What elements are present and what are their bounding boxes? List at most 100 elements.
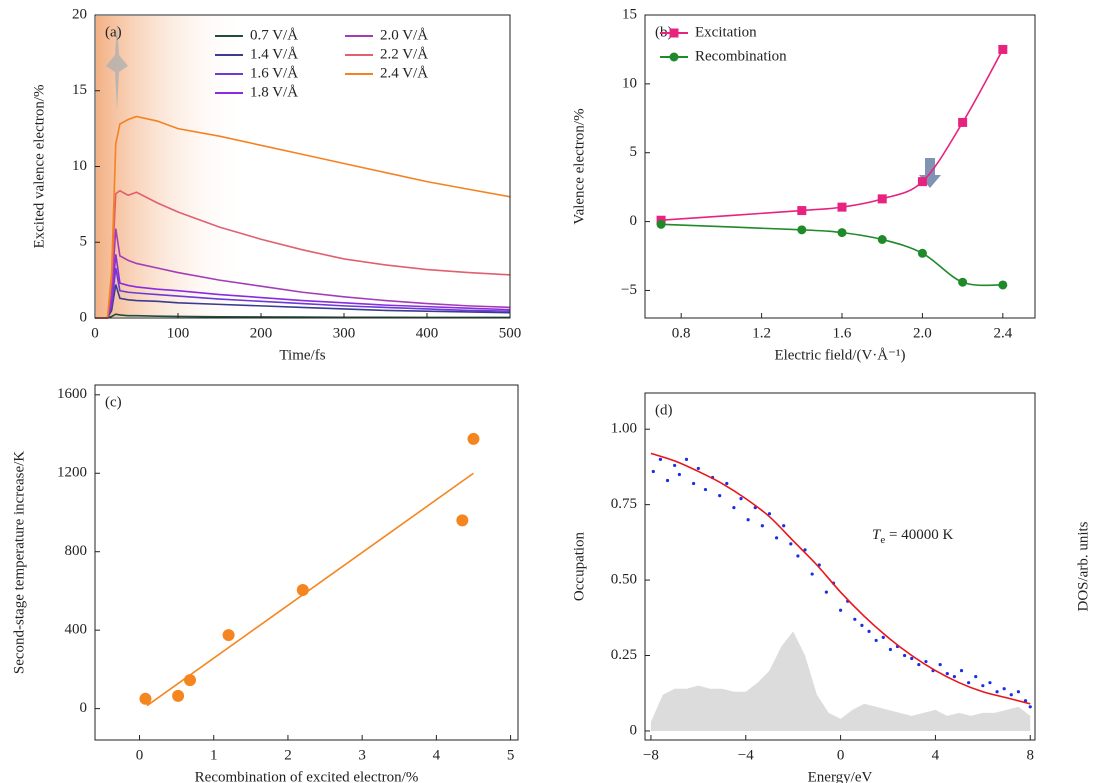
series-line bbox=[95, 254, 511, 319]
data-point bbox=[172, 689, 185, 702]
data-point bbox=[677, 472, 681, 477]
data-point bbox=[853, 617, 857, 621]
data-point bbox=[958, 117, 968, 127]
legend-label: 1.8 V/Å bbox=[250, 84, 298, 100]
data-point bbox=[296, 583, 309, 596]
y-axis-label: Occupation bbox=[571, 531, 587, 601]
legend-label: 2.4 V/Å bbox=[380, 65, 428, 81]
data-point bbox=[789, 542, 793, 546]
data-point bbox=[774, 536, 779, 540]
y-tick-label: 1200 bbox=[57, 465, 87, 481]
y-tick-label: 0.50 bbox=[611, 572, 637, 588]
x-tick-label: 0 bbox=[837, 747, 845, 763]
x-tick-label: 2 bbox=[284, 747, 292, 763]
laser-pulse-icon bbox=[106, 24, 128, 110]
data-point bbox=[732, 506, 736, 510]
x-tick-label: 0 bbox=[136, 747, 144, 763]
data-point bbox=[746, 518, 750, 522]
legend-label: 0.7 V/Å bbox=[250, 27, 298, 43]
y-tick-label: 10 bbox=[72, 158, 87, 174]
data-point bbox=[838, 608, 843, 612]
y-tick-label: 5 bbox=[80, 234, 88, 250]
data-point bbox=[867, 629, 871, 633]
data-point bbox=[797, 225, 807, 235]
series-line bbox=[95, 189, 511, 319]
series-line bbox=[95, 267, 511, 319]
data-point bbox=[1009, 693, 1013, 697]
data-point bbox=[782, 524, 786, 528]
annotation-symbol: T bbox=[872, 527, 882, 543]
x-tick-label: 500 bbox=[499, 325, 522, 341]
data-point bbox=[874, 638, 878, 643]
data-point bbox=[673, 463, 677, 468]
plot-frame bbox=[644, 392, 1036, 741]
y-tick-label: 15 bbox=[622, 6, 637, 22]
x-tick-label: 4 bbox=[433, 747, 441, 763]
data-point bbox=[696, 466, 700, 471]
y-tick-label: 0.75 bbox=[611, 496, 637, 512]
x-tick-label: 100 bbox=[167, 325, 190, 341]
data-point bbox=[974, 675, 978, 679]
y-tick-label: 0 bbox=[630, 213, 638, 229]
data-point bbox=[718, 493, 722, 498]
x-tick-label: −4 bbox=[738, 747, 754, 763]
data-point bbox=[139, 692, 152, 705]
dos-area bbox=[650, 631, 1031, 731]
data-point bbox=[917, 248, 927, 258]
data-point bbox=[797, 206, 807, 216]
data-point bbox=[467, 432, 480, 445]
x-tick-label: 0.8 bbox=[672, 325, 691, 341]
y2-axis-label: DOS/arb. units bbox=[1075, 521, 1091, 611]
plot-frame bbox=[644, 14, 1036, 319]
y-axis-label: Valence electron/% bbox=[571, 108, 587, 224]
data-point bbox=[988, 681, 992, 685]
y-tick-label: 5 bbox=[630, 144, 638, 160]
x-tick-label: −8 bbox=[643, 747, 659, 763]
data-point bbox=[1028, 705, 1032, 709]
legend-label: Excitation bbox=[695, 24, 757, 40]
y-tick-label: 0.25 bbox=[611, 647, 637, 663]
y-tick-label: 1.00 bbox=[611, 421, 637, 437]
y-tick-label: 800 bbox=[65, 543, 88, 559]
data-point bbox=[222, 629, 235, 642]
y-tick-label: 10 bbox=[622, 75, 637, 91]
data-point bbox=[796, 554, 800, 558]
data-point bbox=[656, 219, 666, 229]
data-point bbox=[958, 277, 968, 287]
data-point bbox=[703, 487, 708, 492]
series-line bbox=[146, 472, 474, 707]
x-axis-label: Recombination of excited electron/% bbox=[195, 769, 419, 783]
temperature-annotation: Te = 40000 K bbox=[872, 527, 953, 545]
data-point bbox=[998, 280, 1008, 290]
data-point bbox=[767, 512, 772, 516]
legend-label: 1.4 V/Å bbox=[250, 46, 298, 62]
data-point bbox=[651, 469, 655, 474]
y-tick-label: 0 bbox=[630, 722, 638, 738]
series-line bbox=[95, 228, 511, 319]
y-tick-label: 0 bbox=[80, 309, 88, 325]
series-line bbox=[661, 223, 1003, 287]
panel-label: (c) bbox=[105, 394, 122, 410]
series-line bbox=[95, 284, 511, 319]
data-point bbox=[860, 623, 864, 627]
data-point bbox=[881, 635, 885, 640]
y-tick-label: 400 bbox=[65, 622, 88, 638]
x-tick-label: 2.4 bbox=[993, 325, 1012, 341]
legend-marker bbox=[669, 28, 679, 38]
data-point bbox=[888, 647, 892, 652]
data-point bbox=[803, 548, 807, 552]
series-line bbox=[95, 115, 511, 319]
annotation-subscript: e bbox=[880, 534, 885, 546]
data-point bbox=[456, 514, 469, 527]
data-point bbox=[877, 194, 887, 204]
legend-label: Recombination bbox=[695, 48, 787, 64]
series-line bbox=[650, 452, 1031, 705]
x-tick-label: 2.0 bbox=[913, 325, 932, 341]
data-point bbox=[877, 234, 887, 244]
x-tick-label: 1.2 bbox=[752, 325, 771, 341]
x-tick-label: 1 bbox=[210, 747, 218, 763]
data-point bbox=[938, 662, 942, 667]
data-point bbox=[692, 481, 696, 486]
panel-label: (d) bbox=[655, 402, 673, 418]
